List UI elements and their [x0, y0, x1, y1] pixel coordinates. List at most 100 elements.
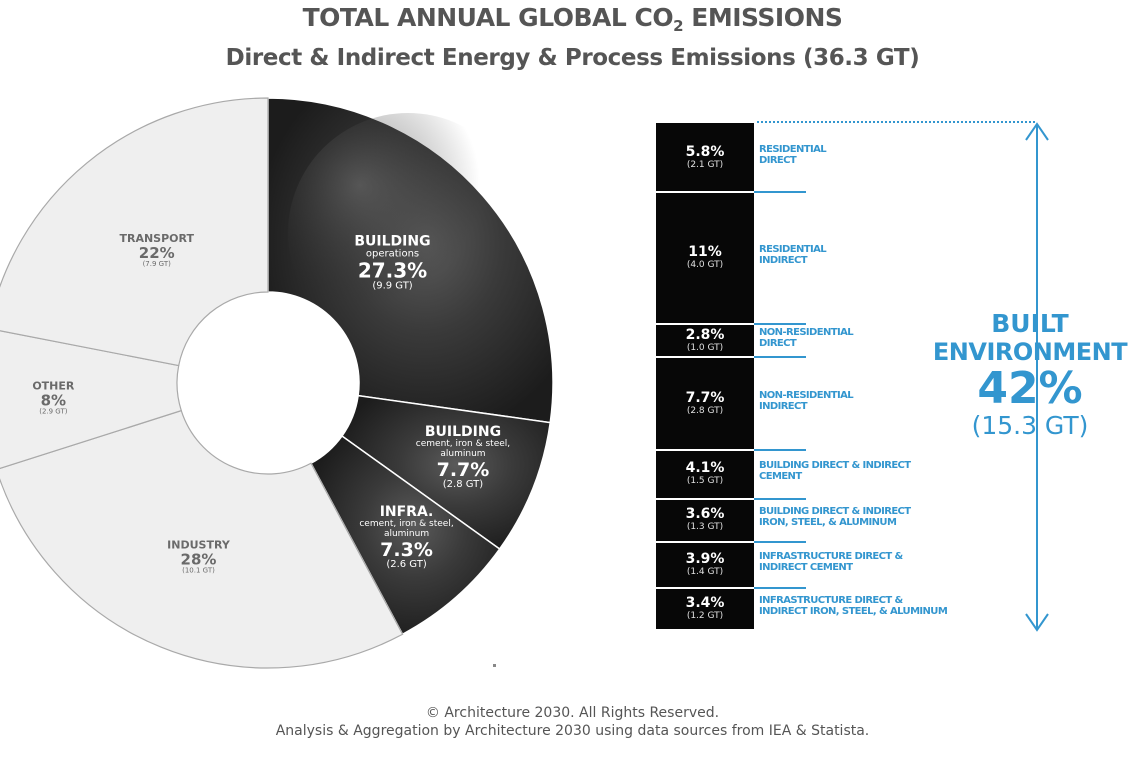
slice-label-text-1-4: (2.8 GT)	[443, 479, 483, 490]
bar-divider	[656, 356, 806, 359]
slice-label-text-4-2: (2.9 GT)	[39, 407, 68, 415]
slice-label-text-0-3: (9.9 GT)	[372, 281, 412, 292]
bar-segment-7: 3.4% (1.2 GT)	[656, 588, 754, 629]
bar-segment-percent: 3.4%	[685, 594, 725, 611]
bar-label-line2: DIRECT	[759, 337, 797, 349]
slice-label-text-5-2: (7.9 GT)	[143, 260, 172, 268]
built-environment-total: BUILT ENVIRONMENT 42% (15.3 GT)	[915, 310, 1145, 440]
built-percent: 42%	[977, 363, 1083, 414]
decorative-dot	[493, 664, 496, 667]
bar-divider-accent	[754, 587, 806, 590]
bar-segment-label-7: INFRASTRUCTURE DIRECT & INDIRECT IRON, ST…	[759, 595, 989, 617]
bar-segment-label-1: RESIDENTIAL INDIRECT	[759, 244, 989, 266]
slice-label-text-5-1: 22%	[139, 244, 175, 262]
bar-segment-percent: 3.9%	[685, 550, 725, 567]
bar-label-line2: INDIRECT CEMENT	[759, 562, 853, 573]
bar-segment-label-4: BUILDING DIRECT & INDIRECT CEMENT	[759, 460, 989, 482]
bar-segment-4: 4.1% (1.5 GT)	[656, 450, 754, 499]
bar-segment-5: 3.6% (1.3 GT)	[656, 499, 754, 542]
slice-label-text-2-0: INFRA.	[380, 504, 434, 520]
bar-label-line1: RESIDENTIAL	[759, 143, 827, 155]
bar-segment-gt: (4.0 GT)	[686, 260, 724, 271]
bar-divider-accent	[754, 322, 806, 325]
bracket-top-dotted-line	[757, 121, 1035, 123]
bar-segment-label-3: NON-RESIDENTIAL INDIRECT	[759, 390, 989, 412]
bar-segment-6: 3.9% (1.4 GT)	[656, 542, 754, 589]
slice-label-text-3-2: (10.1 GT)	[182, 566, 215, 574]
bar-divider	[656, 322, 806, 325]
slice-label-text-2-1: cement, iron & steel,	[359, 519, 453, 529]
bar-segment-2: 2.8% (1.0 GT)	[656, 324, 754, 357]
bar-label-line2: CEMENT	[759, 471, 802, 483]
bar-label-line2: IRON, STEEL, & ALUMINUM	[759, 517, 897, 529]
bar-segment-gt: (2.8 GT)	[686, 405, 724, 416]
bar-segment-label-0: RESIDENTIAL DIRECT	[759, 144, 989, 166]
bar-segment-0: 5.8% (2.1 GT)	[656, 123, 754, 192]
source-text: Analysis & Aggregation by Architecture 2…	[275, 723, 870, 739]
slice-other-4	[0, 330, 183, 470]
built-environment-bar: 5.8% (2.1 GT) 11% (4.0 GT) 2.8% (1.0 GT) 7.7%(…	[656, 123, 754, 629]
bar-label-line1: BUILDING DIRECT & INDIRECT	[759, 506, 911, 518]
smoke-texture	[288, 113, 528, 353]
slice-label-text-2-3: 7.3%	[380, 539, 433, 561]
slice-label-text-2-4: (2.6 GT)	[386, 559, 426, 570]
bar-segment-label-6: INFRASTRUCTURE DIRECT & INDIRECT CEMENT	[759, 551, 989, 573]
bar-segment-1: 11% (4.0 GT)	[656, 192, 754, 324]
slice-label-text-0-2: 27.3%	[358, 259, 427, 283]
bar-divider-accent	[754, 448, 806, 451]
bar-divider	[656, 497, 806, 500]
bar-label-line1: INFRASTRUCTURE DIRECT &	[759, 594, 903, 606]
slice-label-text-1-1: cement, iron & steel,	[416, 439, 510, 449]
bar-segment-gt: (1.3 GT)	[686, 522, 724, 533]
bar-divider	[656, 448, 806, 451]
bar-label-line1: BUILDING DIRECT & INDIRECT	[759, 460, 911, 472]
bar-label-line1: INFRASTRUCTURE DIRECT &	[759, 551, 903, 562]
bar-divider	[656, 191, 806, 194]
bar-divider	[656, 540, 806, 543]
slice-transport-5	[0, 97, 269, 367]
bar-segment-gt: (1.5 GT)	[686, 476, 724, 487]
bar-label-line2: INDIRECT IRON, STEEL, & ALUMINUM	[759, 605, 948, 617]
copyright-text: © Architecture 2030. All Rights Reserved…	[425, 705, 720, 721]
slice-label-text-3-0: INDUSTRY	[167, 538, 231, 551]
double-arrow-icon	[1025, 122, 1049, 632]
slice-label-text-1-3: 7.7%	[437, 459, 490, 481]
slice-label-text-3-1: 28%	[181, 550, 217, 568]
bar-label-line1: RESIDENTIAL	[759, 244, 827, 256]
bar-segment-gt: (2.1 GT)	[686, 159, 724, 170]
bar-label-line2: INDIRECT	[759, 400, 808, 412]
bar-segment-label-2: NON-RESIDENTIAL DIRECT	[759, 327, 989, 349]
footer: © Architecture 2030. All Rights Reserved…	[0, 704, 1145, 740]
bar-segment-percent: 3.6%	[685, 506, 725, 523]
chart-title: TOTAL ANNUAL GLOBAL CO2 EMISSIONS Direct…	[0, 2, 1145, 74]
bar-divider	[656, 587, 806, 590]
slice-label-text-1-2: aluminum	[440, 449, 485, 459]
bar-segment-percent: 7.7%	[685, 389, 725, 406]
bar-divider-accent	[754, 356, 806, 359]
slice-label-text-2-2: aluminum	[384, 529, 429, 539]
slice-label-text-5-0: TRANSPORT	[119, 232, 194, 245]
bar-segment-percent: 11%	[688, 244, 722, 261]
bar-divider-accent	[754, 497, 806, 500]
bar-label-line1: NON-RESIDENTIAL	[759, 389, 854, 401]
bar-divider-accent	[754, 540, 806, 543]
bar-segment-label-5: BUILDING DIRECT & INDIRECT IRON, STEEL, &…	[759, 506, 989, 528]
bar-label-line2: DIRECT	[759, 154, 797, 166]
title-line2: Direct & Indirect Energy & Process Emiss…	[225, 45, 920, 71]
built-gt: (15.3 GT)	[971, 411, 1089, 440]
bar-segment-gt: (1.0 GT)	[686, 342, 724, 353]
slice-label-text-0-1: operations	[366, 249, 419, 260]
bar-segment-percent: 5.8%	[685, 143, 725, 160]
built-label-line2: ENVIRONMENT	[932, 338, 1128, 366]
bar-segment-gt: (1.4 GT)	[686, 566, 724, 577]
bar-divider-accent	[754, 191, 806, 194]
bar-segment-percent: 4.1%	[685, 460, 725, 477]
bar-segment-gt: (1.2 GT)	[686, 610, 724, 621]
slice-label-text-4-1: 8%	[41, 391, 66, 409]
slice-label-text-0-0: BUILDING	[354, 234, 430, 250]
